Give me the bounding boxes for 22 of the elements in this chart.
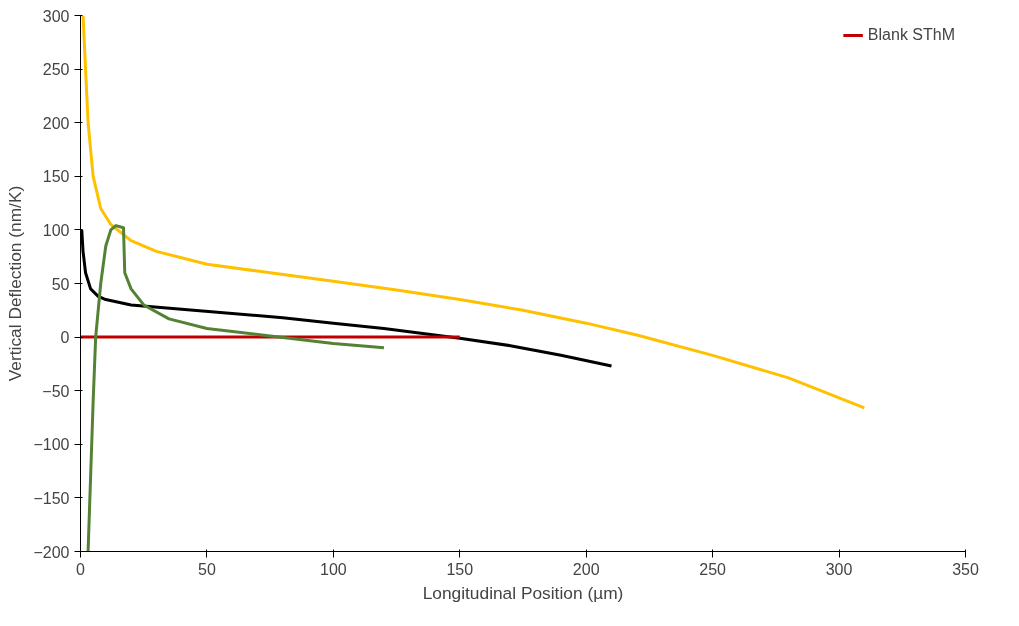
y-tick-label: 200 (42, 114, 70, 132)
y-tick-label: 300 (42, 7, 70, 25)
y-tick-label: −50 (42, 382, 70, 400)
y-tick-label: 150 (42, 168, 70, 186)
y-tick-label: −150 (33, 489, 70, 507)
x-tick-label: 50 (198, 560, 216, 578)
x-tick-label: 0 (76, 560, 86, 578)
y-tick-label: 100 (42, 221, 70, 239)
x-tick-label: 250 (699, 560, 727, 578)
legend-label: Blank SThM (867, 26, 955, 44)
y-tick-label: 250 (42, 61, 70, 79)
x-tick-label: 150 (446, 560, 474, 578)
x-axis-title: Longitudinal Position (µm) (422, 582, 624, 603)
x-tick-label: 300 (825, 560, 853, 578)
y-tick-label: −200 (33, 543, 70, 561)
y-tick-label: −100 (33, 436, 70, 454)
y-axis-title: Vertical Deflection (nm/K) (5, 185, 26, 382)
y-tick-label: 0 (60, 329, 70, 347)
x-tick-label: 350 (952, 560, 979, 578)
y-tick-label: 50 (51, 275, 70, 293)
x-tick-label: 100 (320, 560, 347, 578)
x-tick-label: 200 (572, 560, 600, 578)
